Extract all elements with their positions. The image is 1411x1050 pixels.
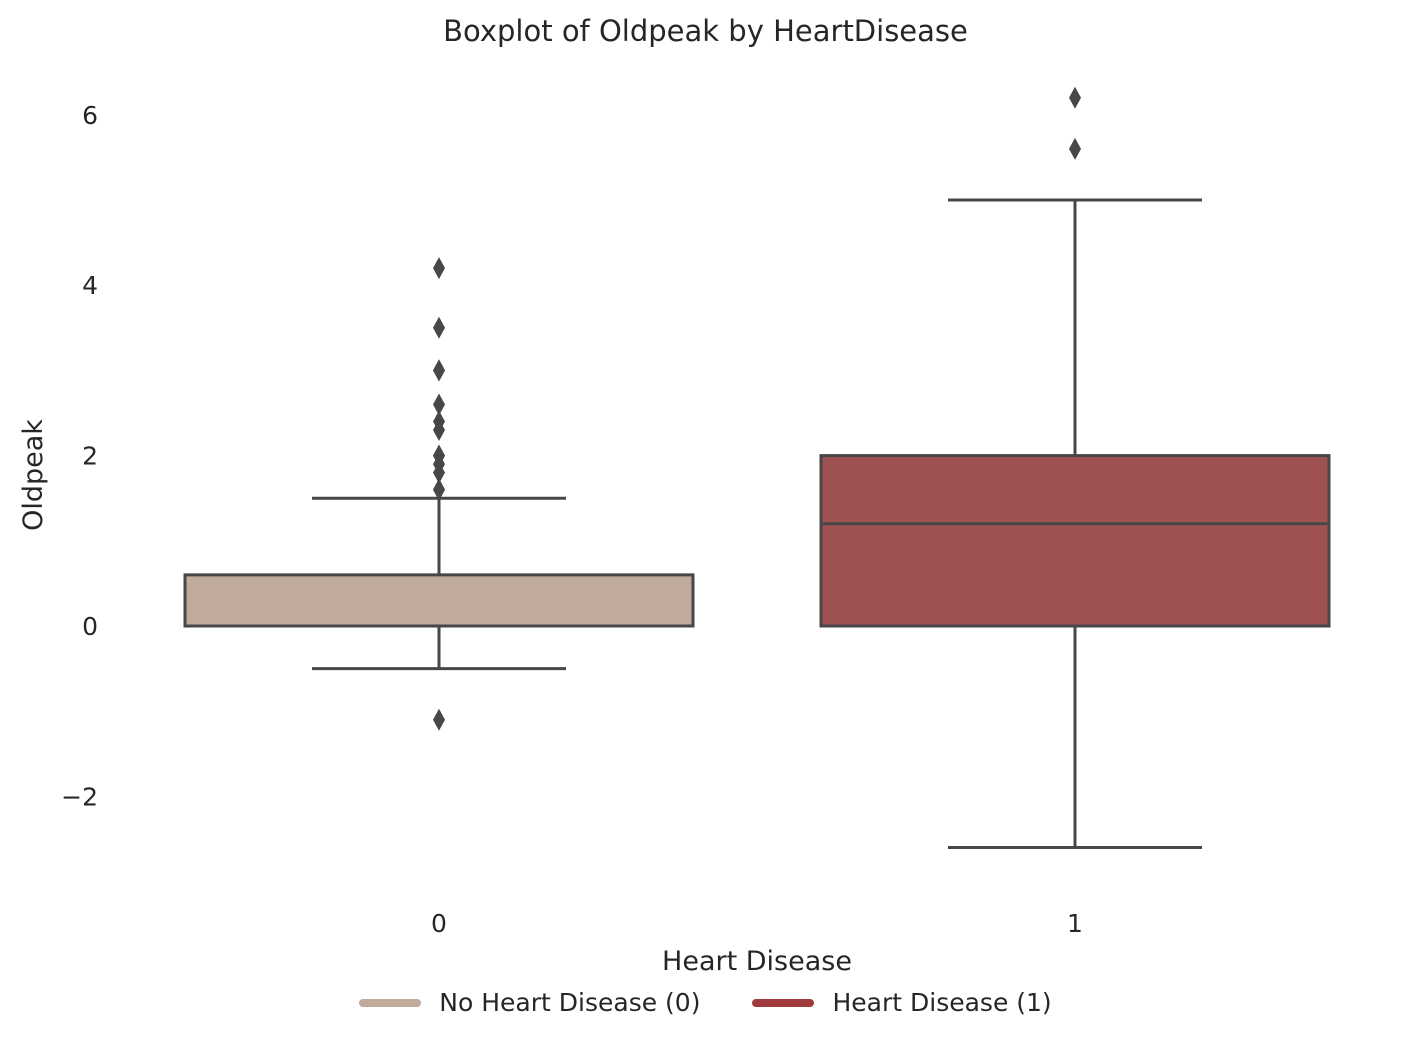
legend-item-heart-disease: Heart Disease (1) <box>752 988 1052 1017</box>
legend-swatch-no-heart-disease <box>359 998 422 1007</box>
x-axis-label: Heart Disease <box>662 946 852 977</box>
outlier-point <box>433 461 445 484</box>
outlier-point <box>433 393 445 416</box>
legend-swatch-heart-disease <box>752 998 815 1007</box>
chart-title: Boxplot of Oldpeak by HeartDisease <box>443 14 968 48</box>
outlier-point <box>433 708 445 731</box>
outlier-point <box>1069 86 1081 109</box>
box-group-0 <box>183 257 695 731</box>
box <box>183 573 695 628</box>
y-tick-label: 6 <box>82 101 98 130</box>
legend-label-no-heart-disease: No Heart Disease (0) <box>439 988 701 1017</box>
outlier-point <box>1069 137 1081 160</box>
plot-area <box>183 86 1331 850</box>
y-tick-label: −2 <box>61 782 98 811</box>
box-group-1 <box>819 86 1331 850</box>
legend-label-heart-disease: Heart Disease (1) <box>832 988 1052 1017</box>
y-tick-label: 2 <box>82 442 98 471</box>
y-axis-label: Oldpeak <box>18 419 49 531</box>
outlier-point <box>433 257 445 280</box>
y-tick-label: 4 <box>82 271 98 300</box>
outlier-point <box>433 316 445 339</box>
outlier-point <box>433 478 445 501</box>
legend: No Heart Disease (0) Heart Disease (1) <box>0 988 1411 1017</box>
y-axis: −2 0 2 4 6 <box>61 101 98 812</box>
outlier-point <box>433 419 445 442</box>
x-tick-label: 1 <box>1067 909 1083 938</box>
y-tick-label: 0 <box>82 612 98 641</box>
outlier-point <box>433 359 445 382</box>
box <box>819 454 1331 628</box>
x-tick-label: 0 <box>431 909 447 938</box>
legend-item-no-heart-disease: No Heart Disease (0) <box>359 988 700 1017</box>
